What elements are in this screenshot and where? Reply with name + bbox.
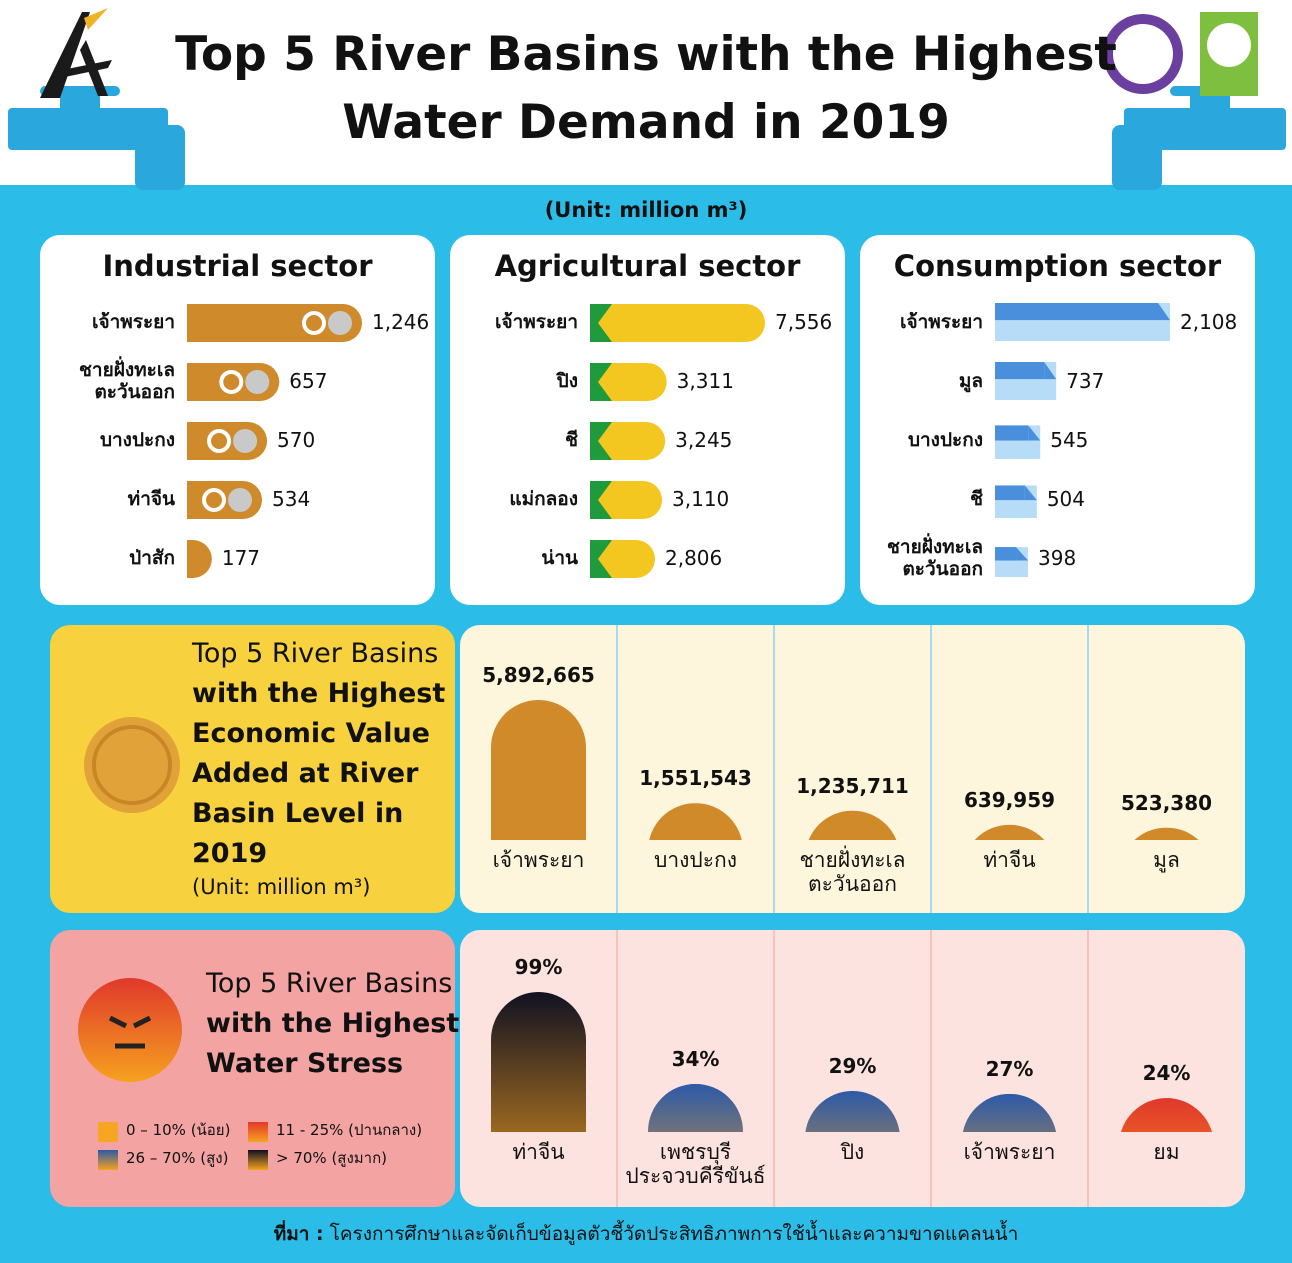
- panel-title: Basin Level in: [192, 798, 403, 829]
- house-roof: [995, 485, 1025, 500]
- value-label: 29%: [775, 1055, 931, 1078]
- value-label: 570: [277, 429, 315, 452]
- house: [995, 362, 1056, 400]
- panel-title: Economic Value: [192, 718, 430, 749]
- value-label: 639,959: [932, 789, 1088, 812]
- category-label: บางปะกง: [30, 430, 175, 452]
- coin-icon: [84, 717, 180, 813]
- category-label: น่าน: [440, 548, 578, 570]
- category-label: เจ้าพระยา: [461, 848, 617, 872]
- category-label: เจ้าพระยา: [850, 312, 983, 334]
- value-label: 7,556: [775, 311, 832, 334]
- card-title: Agricultural sector: [450, 250, 845, 283]
- source-label: ที่มา :: [274, 1223, 324, 1245]
- panel-title: with the Highest: [206, 1008, 459, 1039]
- source: ที่มา : โครงการศึกษาและจัดเก็บข้อมูลตัวชี…: [0, 1224, 1292, 1246]
- legend-label: 0 – 10% (น้อย): [126, 1122, 230, 1139]
- house-roof: [995, 303, 1158, 320]
- house-roof: [995, 362, 1044, 379]
- value-label: 27%: [932, 1058, 1088, 1081]
- category-label: ท่าจีน: [461, 1140, 617, 1164]
- value-label: 3,110: [672, 488, 729, 511]
- legend-swatch: [248, 1122, 268, 1142]
- category-label: มูล: [850, 371, 983, 393]
- source-text: โครงการศึกษาและจัดเก็บข้อมูลตัวชี้วัดประ…: [330, 1223, 1019, 1245]
- value-label: 24%: [1089, 1062, 1245, 1085]
- category-label: ชายฝั่งทะเล ตะวันออก: [30, 360, 175, 404]
- value-label: 657: [289, 370, 327, 393]
- category-label: เจ้าพระยา: [440, 312, 578, 334]
- value-label: 2,108: [1180, 311, 1237, 334]
- unit: (Unit: million m³): [0, 198, 1292, 222]
- house-roof: [995, 425, 1028, 440]
- value-label: 99%: [461, 956, 617, 979]
- category-label: เจ้าพระยา: [30, 312, 175, 334]
- category-label: ยม: [1089, 1140, 1245, 1164]
- house: [995, 303, 1170, 341]
- category-label: บางปะกง: [850, 430, 983, 452]
- gear: [228, 488, 252, 512]
- value-label: 1,235,711: [775, 775, 931, 798]
- gear: [245, 370, 269, 394]
- value-label: 737: [1066, 370, 1104, 393]
- house-roof: [995, 547, 1016, 560]
- value-label: 2,806: [665, 547, 722, 570]
- category-label: ชายฝั่งทะเล ตะวันออก: [850, 537, 983, 581]
- value-label: 398: [1038, 547, 1076, 570]
- title: Top 5 River Basins with the Highest: [0, 28, 1292, 82]
- panel-title: Water Stress: [206, 1048, 403, 1079]
- house: [995, 425, 1040, 459]
- value-label: 34%: [618, 1048, 774, 1071]
- legend-swatch: [98, 1122, 118, 1142]
- category-label: มูล: [1089, 848, 1245, 872]
- gear: [328, 311, 352, 335]
- panel-title-lead: Top 5 River Basins: [206, 968, 452, 999]
- category-label: ป่าสัก: [30, 548, 175, 570]
- category-label: ชี: [850, 489, 983, 511]
- value-label: 1,246: [372, 311, 429, 334]
- category-label: เจ้าพระยา: [932, 1140, 1088, 1164]
- value-label: 3,245: [675, 429, 732, 452]
- category-label: บางปะกง: [618, 848, 774, 872]
- category-label: ชี: [440, 430, 578, 452]
- value-label: 1,551,543: [618, 767, 774, 790]
- category-label: ปิง: [775, 1140, 931, 1164]
- legend-swatch: [248, 1150, 268, 1170]
- legend-label: 26 – 70% (สูง): [126, 1150, 228, 1167]
- category-label: ท่าจีน: [30, 489, 175, 511]
- legend-label: 11 - 25% (ปานกลาง): [276, 1122, 422, 1139]
- legend-label: > 70% (สูงมาก): [276, 1150, 387, 1167]
- value-label: 177: [222, 547, 260, 570]
- value-label: 3,311: [677, 370, 734, 393]
- value-label: 504: [1047, 488, 1085, 511]
- face-icon: [78, 978, 182, 1082]
- category-label: ชายฝั่งทะเล ตะวันออก: [775, 848, 931, 896]
- value-label: 5,892,665: [461, 664, 617, 687]
- category-label: ปิง: [440, 371, 578, 393]
- card-title: Industrial sector: [40, 250, 435, 283]
- house: [995, 485, 1037, 518]
- value-label: 534: [272, 488, 310, 511]
- infographic: Top 5 River Basins with the Highest Water…: [0, 0, 1292, 1263]
- value-label: 545: [1050, 429, 1088, 452]
- panel-title: 2019: [192, 838, 267, 869]
- value-label: 523,380: [1089, 792, 1245, 815]
- category-label: เพชรบุรี ประจวบคีรีขันธ์: [618, 1140, 774, 1188]
- title: Water Demand in 2019: [0, 96, 1292, 150]
- house: [995, 547, 1028, 577]
- panel-title: with the Highest: [192, 678, 445, 709]
- panel-title: Added at River: [192, 758, 418, 789]
- category-label: ท่าจีน: [932, 848, 1088, 872]
- legend-swatch: [98, 1150, 118, 1170]
- category-label: แม่กลอง: [440, 489, 578, 511]
- card-title: Consumption sector: [860, 250, 1255, 283]
- panel-title-lead: Top 5 River Basins: [192, 638, 438, 669]
- panel-subtitle: (Unit: million m³): [192, 875, 370, 899]
- gear: [233, 429, 257, 453]
